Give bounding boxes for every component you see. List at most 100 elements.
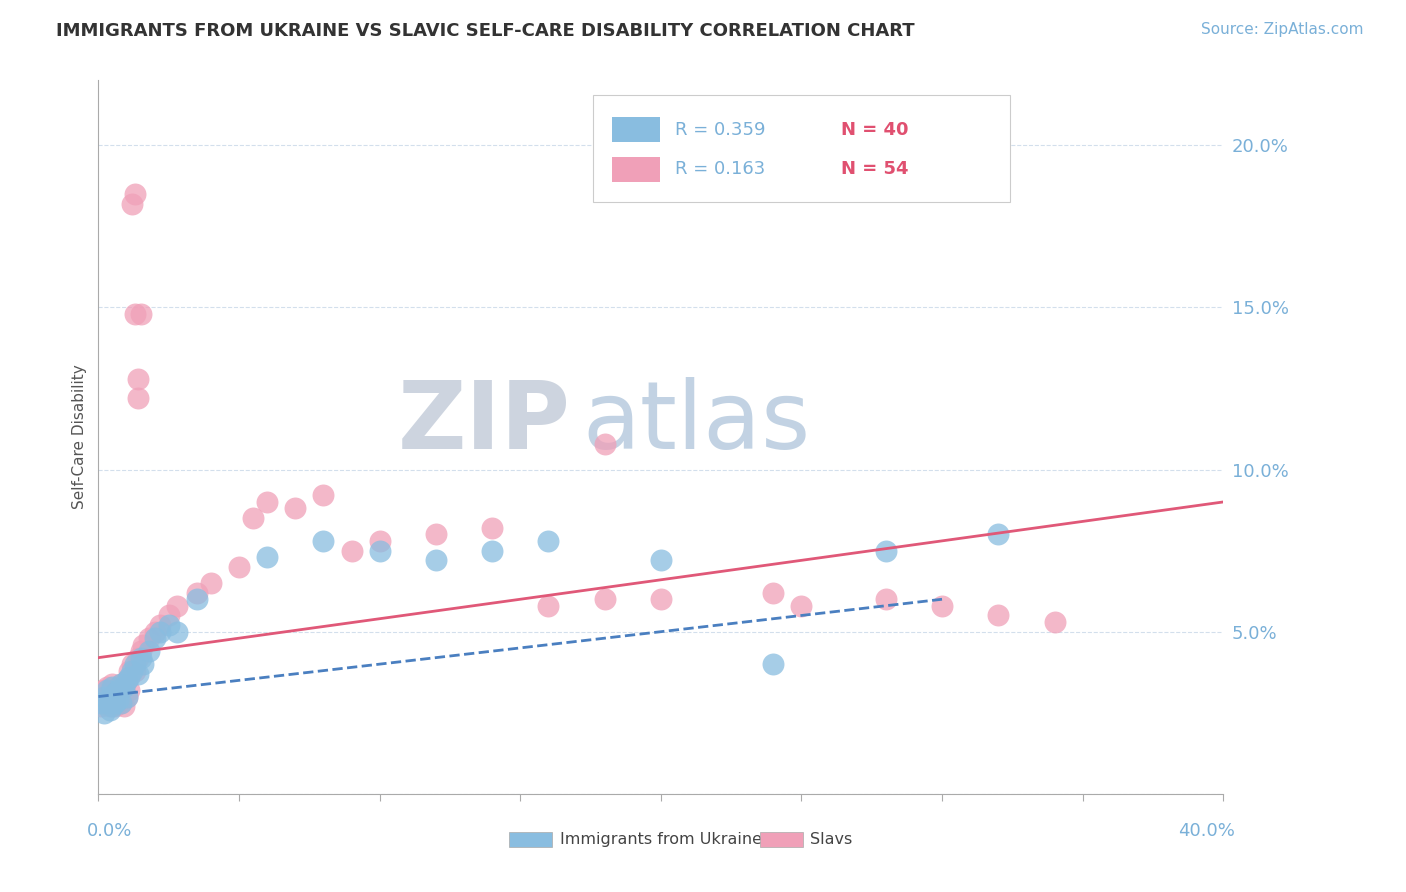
Point (104, 699, 127, 714)
Point (987, 527, 1010, 541)
Point (127, 666, 149, 681)
Point (115, 690, 138, 704)
Point (242, 511, 264, 525)
Point (1043, 615, 1066, 629)
Point (425, 553, 447, 567)
Point (90, 696, 112, 710)
Text: 0.0%: 0.0% (87, 822, 132, 840)
Point (93, 706, 115, 720)
Point (98, 690, 121, 704)
Point (118, 664, 141, 678)
FancyBboxPatch shape (509, 831, 551, 847)
Text: ZIP: ZIP (398, 376, 571, 469)
Point (112, 699, 135, 714)
Point (166, 599, 188, 613)
Point (90, 690, 112, 704)
Point (93, 690, 115, 704)
Point (107, 683, 129, 698)
Text: R = 0.163: R = 0.163 (675, 161, 766, 178)
FancyBboxPatch shape (759, 831, 803, 847)
Point (115, 673, 138, 688)
Point (124, 186, 146, 201)
Point (118, 683, 141, 698)
Point (96, 683, 118, 698)
Point (110, 676, 132, 690)
Point (96, 680, 118, 694)
Point (127, 650, 149, 665)
Point (107, 696, 129, 710)
Point (132, 657, 155, 672)
Point (650, 592, 672, 607)
Point (149, 624, 172, 639)
Y-axis label: Self-Care Disability: Self-Care Disability (72, 365, 87, 509)
Point (110, 676, 132, 690)
Text: Slavs: Slavs (810, 832, 852, 847)
Point (157, 608, 180, 623)
Point (143, 624, 166, 639)
Point (90, 699, 112, 714)
Point (104, 696, 127, 710)
Point (110, 696, 132, 710)
Point (481, 521, 503, 535)
Point (200, 576, 222, 591)
Point (112, 680, 135, 694)
Point (104, 686, 127, 700)
Point (101, 676, 124, 690)
Point (143, 631, 166, 645)
Text: atlas: atlas (582, 376, 810, 469)
Point (121, 196, 143, 211)
Point (312, 533, 335, 548)
Point (110, 696, 132, 710)
Point (228, 559, 250, 574)
Point (537, 599, 560, 613)
Point (107, 693, 129, 707)
Point (98, 702, 121, 716)
Point (481, 543, 503, 558)
Point (875, 592, 897, 607)
FancyBboxPatch shape (593, 95, 1010, 202)
Point (340, 543, 363, 558)
Text: Source: ZipAtlas.com: Source: ZipAtlas.com (1201, 22, 1364, 37)
Point (166, 624, 188, 639)
Point (96, 696, 118, 710)
Point (118, 670, 141, 684)
Point (138, 644, 160, 658)
Point (256, 495, 278, 509)
Point (312, 488, 335, 502)
Point (115, 673, 138, 688)
Point (132, 638, 155, 652)
Point (101, 699, 124, 714)
Point (127, 372, 149, 386)
Point (121, 664, 143, 678)
Point (115, 690, 138, 704)
Point (186, 592, 208, 607)
Point (186, 586, 208, 600)
Point (124, 307, 146, 321)
Point (121, 657, 143, 672)
FancyBboxPatch shape (613, 157, 659, 182)
Point (124, 664, 146, 678)
Point (129, 644, 152, 658)
Text: Immigrants from Ukraine: Immigrants from Ukraine (560, 832, 762, 847)
Point (93, 696, 115, 710)
Point (104, 683, 127, 698)
Point (96, 696, 118, 710)
FancyBboxPatch shape (613, 117, 659, 143)
Point (650, 553, 672, 567)
Point (129, 650, 152, 665)
Point (931, 599, 953, 613)
Point (112, 680, 135, 694)
Point (101, 680, 124, 694)
Point (98, 686, 121, 700)
Point (284, 501, 307, 516)
Point (98, 699, 121, 714)
Point (790, 599, 813, 613)
Text: N = 54: N = 54 (841, 161, 908, 178)
Point (124, 657, 146, 672)
Point (138, 631, 160, 645)
Point (368, 543, 391, 558)
Point (129, 307, 152, 321)
Point (127, 391, 149, 405)
Point (101, 696, 124, 710)
Text: N = 40: N = 40 (841, 120, 908, 138)
